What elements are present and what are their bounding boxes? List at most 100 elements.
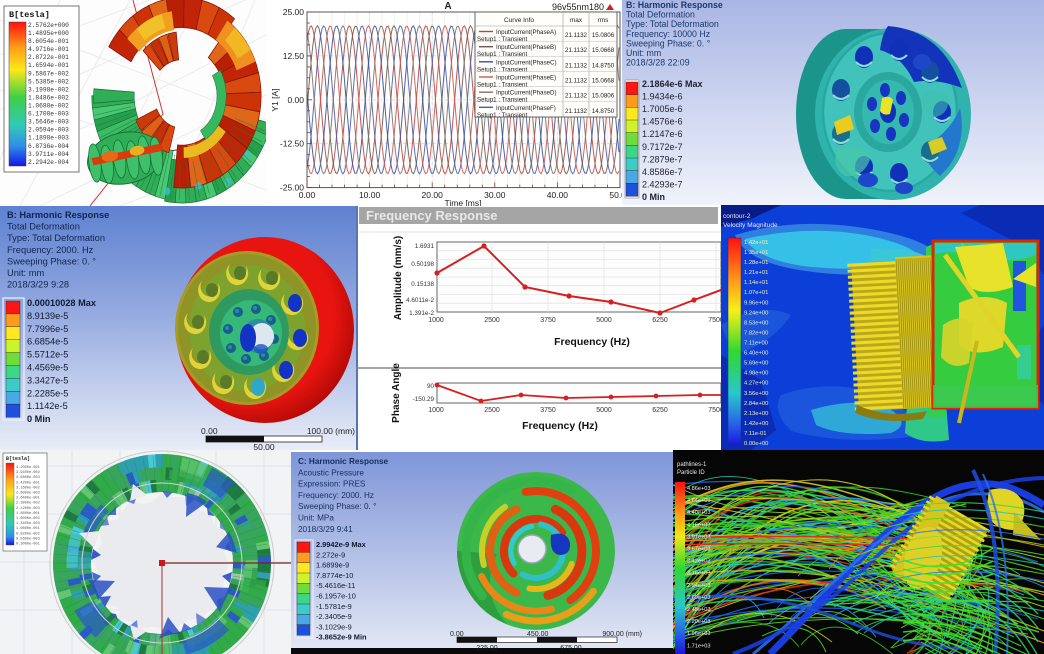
svg-text:Setup1 : Transient: Setup1 : Transient [477,51,527,58]
svg-text:7.11e-01: 7.11e-01 [744,431,766,437]
svg-text:2.5762e+000: 2.5762e+000 [28,22,69,29]
svg-text:9.7172e-7: 9.7172e-7 [642,142,683,152]
svg-text:InputCurrent(PhaseE): InputCurrent(PhaseE) [496,75,556,82]
svg-text:Frequency: 2000. Hz: Frequency: 2000. Hz [7,245,94,255]
svg-text:Time [ms]: Time [ms] [445,198,482,208]
svg-text:4.40e+03: 4.40e+03 [687,510,711,516]
svg-text:InputCurrent(PhaseF): InputCurrent(PhaseF) [496,105,556,112]
svg-text:0.50198: 0.50198 [411,261,434,268]
svg-text:30.00: 30.00 [484,190,506,200]
svg-text:Sweeping Phase: 0. °: Sweeping Phase: 0. ° [7,256,96,266]
svg-text:50.00: 50.00 [609,190,631,200]
svg-text:4.4569e-5: 4.4569e-5 [27,363,68,373]
svg-text:Frequency (Hz): Frequency (Hz) [554,336,630,348]
svg-text:1.3400e-003: 1.3400e-003 [16,522,40,526]
svg-text:8.9139e-5: 8.9139e-5 [27,311,68,321]
svg-text:21.1132: 21.1132 [565,47,587,54]
svg-text:Velocity Magnitude: Velocity Magnitude [723,222,778,229]
svg-text:0.8200e-002: 0.8200e-002 [16,532,40,536]
svg-text:7500: 7500 [708,407,721,414]
svg-text:Setup1 : Transient: Setup1 : Transient [477,97,527,104]
svg-text:7500: 7500 [708,317,721,324]
svg-text:B[tesla]: B[tesla] [6,456,30,462]
svg-text:B: Harmonic Response: B: Harmonic Response [626,0,723,10]
svg-text:-3.8652e-9 Min: -3.8652e-9 Min [316,633,367,642]
svg-text:5.69e+00: 5.69e+00 [744,361,768,367]
svg-text:7.11e+00: 7.11e+00 [744,341,768,347]
svg-text:B[tesla]: B[tesla] [9,10,50,20]
svg-text:20.00: 20.00 [422,190,444,200]
svg-text:1.96e+03: 1.96e+03 [687,631,711,637]
svg-text:pathlines-1: pathlines-1 [677,462,707,468]
svg-text:1.6931: 1.6931 [415,243,435,250]
svg-text:1.6000e-002: 1.6000e-002 [16,517,40,521]
svg-text:Expression: PRES: Expression: PRES [298,480,366,489]
svg-text:90: 90 [427,383,435,390]
svg-text:1.1898e-003: 1.1898e-003 [28,135,69,142]
svg-text:21.1132: 21.1132 [565,93,587,100]
svg-text:Frequency: 10000 Hz: Frequency: 10000 Hz [626,29,710,39]
svg-text:40.00: 40.00 [547,190,569,200]
svg-text:4.98e+00: 4.98e+00 [744,371,768,377]
svg-text:6250: 6250 [652,317,668,324]
svg-text:Type: Total Deformation: Type: Total Deformation [7,233,105,243]
svg-text:9.24e+00: 9.24e+00 [744,310,768,316]
svg-text:1.0680e-002: 1.0680e-002 [28,103,69,110]
svg-text:rms: rms [598,17,610,24]
svg-text:2.94e+03: 2.94e+03 [687,583,711,589]
svg-text:2500: 2500 [484,407,500,414]
svg-text:1.71e+03: 1.71e+03 [687,643,711,649]
svg-text:1000: 1000 [428,317,444,324]
svg-text:675.00: 675.00 [560,645,582,652]
svg-text:0.00e+00: 0.00e+00 [744,441,768,447]
svg-text:Acoustic Pressure: Acoustic Pressure [298,468,364,477]
svg-text:Setup1 : Transient: Setup1 : Transient [477,82,527,89]
svg-text:0.3000e-001: 0.3000e-001 [16,543,40,547]
svg-text:2.4293e-7: 2.4293e-7 [642,179,683,189]
svg-text:2.1864e-6 Max: 2.1864e-6 Max [642,79,703,89]
svg-text:1.6594e-001: 1.6594e-001 [28,62,69,69]
svg-text:2.20e+03: 2.20e+03 [687,619,711,625]
svg-text:1.8486e-002: 1.8486e-002 [28,95,69,102]
svg-text:Particle ID: Particle ID [677,470,705,476]
svg-text:C: Harmonic Response: C: Harmonic Response [298,457,389,466]
svg-text:3750: 3750 [540,317,556,324]
svg-text:2.13e+00: 2.13e+00 [744,411,768,417]
svg-text:2.1200e-003: 2.1200e-003 [16,507,40,511]
svg-text:2.45e+03: 2.45e+03 [687,607,711,613]
svg-text:Sweeping Phase: 0. °: Sweeping Phase: 0. ° [626,38,710,48]
svg-text:Unit: mm: Unit: mm [626,48,661,58]
svg-text:2.84e+00: 2.84e+00 [744,401,768,407]
svg-text:-6.1957e-10: -6.1957e-10 [316,592,356,601]
svg-text:1.07e+01: 1.07e+01 [744,290,768,296]
svg-text:B: Harmonic Response: B: Harmonic Response [7,210,109,220]
svg-text:3.9400e-002: 3.9400e-002 [16,471,40,475]
svg-text:4.27e+00: 4.27e+00 [744,381,768,387]
svg-text:4.2000e-001: 4.2000e-001 [16,466,40,470]
svg-text:1.2147e-6: 1.2147e-6 [642,129,683,139]
svg-text:1.1142e-5: 1.1142e-5 [27,401,68,411]
svg-text:900.00 (mm): 900.00 (mm) [602,631,642,638]
svg-text:2.2285e-5: 2.2285e-5 [27,388,68,398]
svg-text:21.1132: 21.1132 [565,108,587,115]
svg-text:21.1132: 21.1132 [565,32,587,39]
svg-text:5000: 5000 [596,407,612,414]
svg-text:1.21e+01: 1.21e+01 [744,270,768,276]
svg-text:6.40e+00: 6.40e+00 [744,351,768,357]
svg-text:Sweeping Phase: 0. °: Sweeping Phase: 0. ° [298,502,376,511]
svg-text:4.16e+03: 4.16e+03 [687,522,711,528]
svg-text:4.6011e-2: 4.6011e-2 [406,297,434,304]
svg-text:1.391e-2: 1.391e-2 [409,310,434,317]
svg-text:2.9000e-003: 2.9000e-003 [16,492,40,496]
svg-text:-150.29: -150.29 [413,396,435,403]
svg-text:-1.5781e-9: -1.5781e-9 [316,602,352,611]
svg-text:100.00 (mm): 100.00 (mm) [307,426,355,436]
svg-text:15.0806: 15.0806 [592,93,615,100]
svg-text:1.8600e-001: 1.8600e-001 [16,512,40,516]
svg-text:1.35e+01: 1.35e+01 [744,250,768,256]
svg-text:A: A [444,1,451,12]
svg-text:2.3800e-002: 2.3800e-002 [16,502,40,506]
svg-text:21.1132: 21.1132 [565,62,587,69]
svg-text:Total Deformation: Total Deformation [7,222,80,232]
svg-text:7.7996e-5: 7.7996e-5 [27,324,68,334]
